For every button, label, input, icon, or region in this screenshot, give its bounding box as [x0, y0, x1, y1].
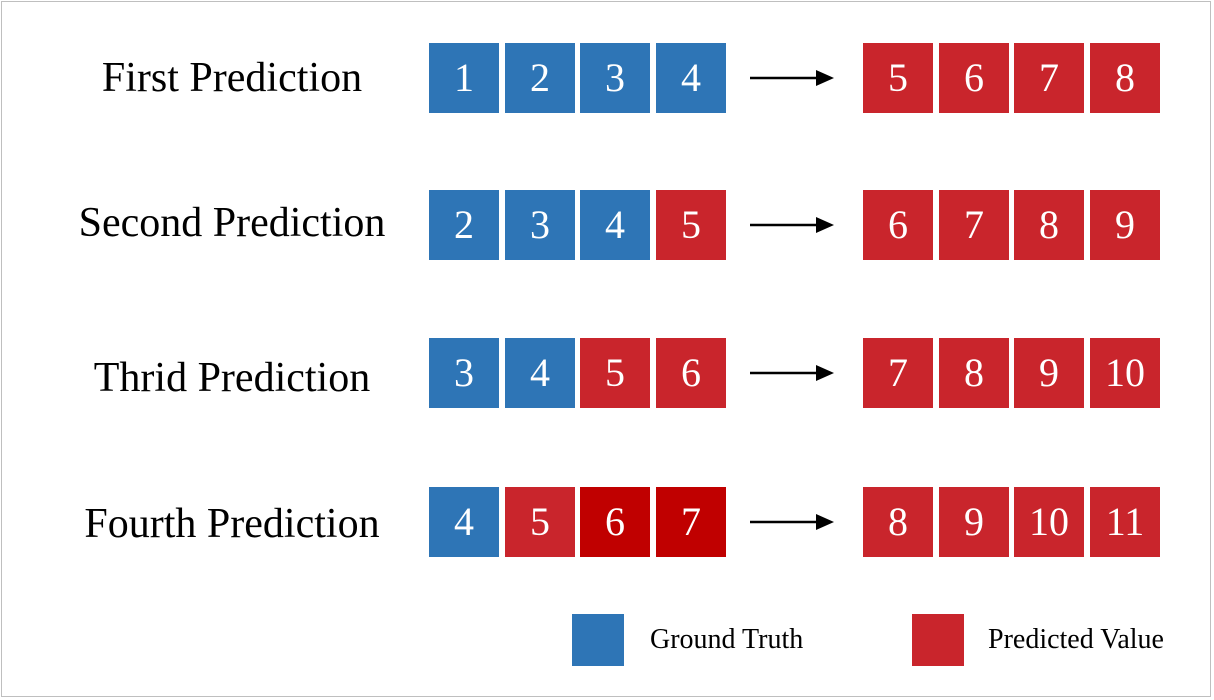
row-3-output-cell: 8	[939, 338, 1009, 408]
row-3-output-cell: 10	[1090, 338, 1160, 408]
legend-ground-truth-label: Ground Truth	[650, 624, 804, 655]
row-4-output-cell: 9	[939, 487, 1009, 557]
row-2-input-cell: 5	[656, 190, 726, 260]
row-1-input-cell: 4	[656, 43, 726, 113]
row-1-output-cell: 5	[863, 43, 933, 113]
row-1-input-cell: 3	[580, 43, 650, 113]
row-1-input-cell: 2	[505, 43, 575, 113]
row-label-first: First Prediction	[101, 55, 363, 101]
row-3-input-cell: 4	[505, 338, 575, 408]
row-label-fourth: Fourth Prediction	[84, 501, 380, 547]
legend-predicted-swatch	[912, 614, 964, 666]
row-4-output-cell: 11	[1090, 487, 1160, 557]
row-3-input-cell: 5	[580, 338, 650, 408]
row-4-output-cell: 8	[863, 487, 933, 557]
row-4-input-cell: 7	[656, 487, 726, 557]
row-label-third: Thrid Prediction	[93, 355, 371, 401]
row-label-second: Second Prediction	[78, 200, 386, 246]
row-1-output-cell: 8	[1090, 43, 1160, 113]
row-2-output-cell: 9	[1090, 190, 1160, 260]
row-3-input-cell: 3	[429, 338, 499, 408]
row-1-output-cell: 6	[939, 43, 1009, 113]
row-3-output-cell: 7	[863, 338, 933, 408]
arrow-right-icon	[750, 217, 834, 233]
row-2-output-cell: 7	[939, 190, 1009, 260]
row-1-output-cell: 7	[1014, 43, 1084, 113]
arrow-right-icon	[750, 70, 834, 86]
row-4-output-cell: 10	[1014, 487, 1084, 557]
row-4-input-cell: 4	[429, 487, 499, 557]
row-2-output-cell: 6	[863, 190, 933, 260]
row-2-input-cell: 4	[580, 190, 650, 260]
legend-predicted-label: Predicted Value	[988, 624, 1164, 655]
row-2-input-cell: 2	[429, 190, 499, 260]
row-2-output-cell: 8	[1014, 190, 1084, 260]
row-4-input-cell: 6	[580, 487, 650, 557]
arrow-right-icon	[750, 365, 834, 381]
row-3-output-cell: 9	[1014, 338, 1084, 408]
row-3-input-cell: 6	[656, 338, 726, 408]
legend-ground-truth-swatch	[572, 614, 624, 666]
arrow-right-icon	[750, 514, 834, 530]
row-1-input-cell: 1	[429, 43, 499, 113]
row-4-input-cell: 5	[505, 487, 575, 557]
row-2-input-cell: 3	[505, 190, 575, 260]
